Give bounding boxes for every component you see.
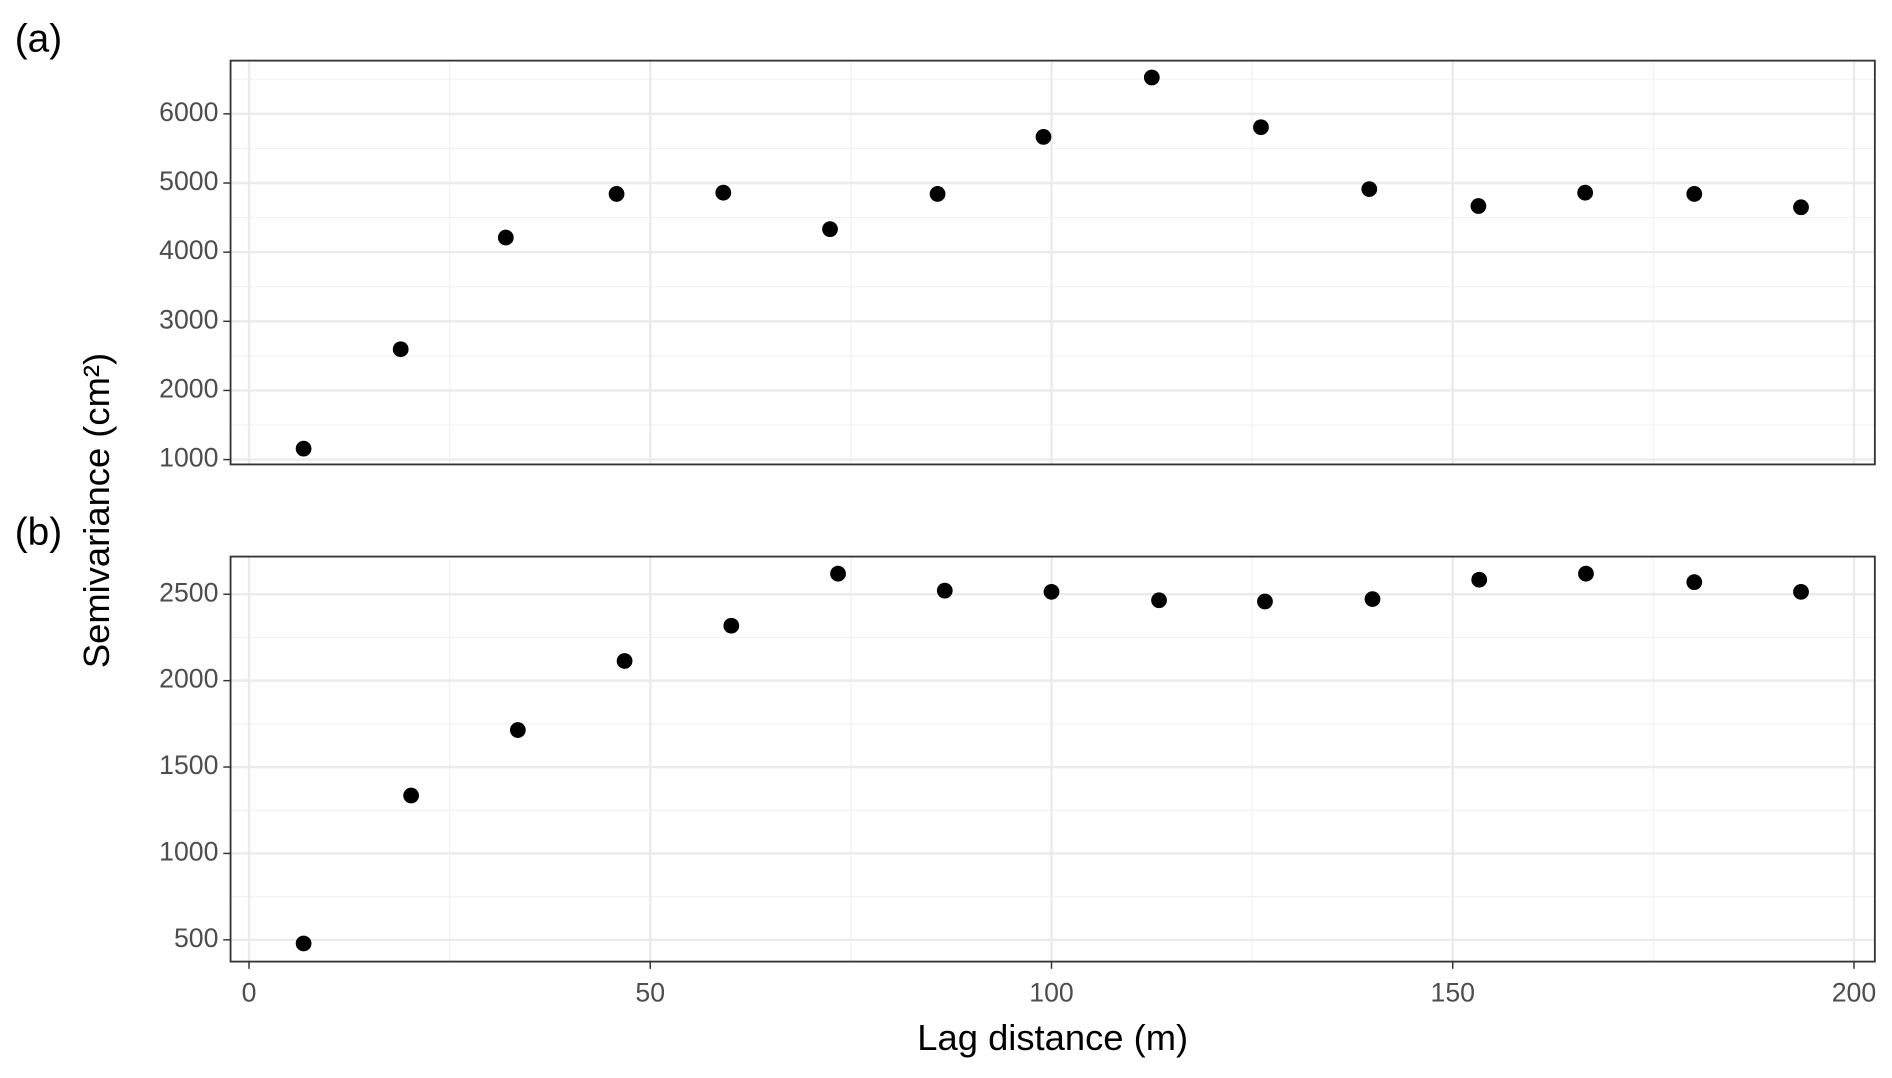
y-tick-label: 2000 [159,373,218,403]
y-tick-label: 6000 [159,97,218,127]
point [608,186,625,202]
point [929,186,946,202]
x-tick-label: 50 [635,977,665,1007]
point [1151,592,1167,609]
point [616,653,633,669]
plot-border [229,59,1876,466]
y-tick-label: 3000 [159,304,218,334]
y-tick-label: 2500 [159,577,218,607]
x-tick-label: 150 [1431,977,1475,1007]
panel-label: (b) [15,511,62,554]
point [1471,571,1488,588]
point [295,935,312,952]
point [1257,593,1273,610]
point [392,341,409,358]
y-axis-label: Semivariance (cm²) [76,353,117,668]
x-tick-label: 0 [242,977,257,1007]
y-tick-label: 1000 [159,443,218,473]
point [723,617,740,634]
point [830,565,846,582]
y-tick-label: 500 [174,923,218,953]
panel-label: (a) [15,17,62,60]
point [1143,69,1160,86]
y-tick-label: 2000 [159,664,218,694]
x-tick-label: 100 [1029,977,1073,1007]
point [1253,119,1269,136]
point [403,787,420,804]
y-tick-label: 1000 [159,836,218,866]
y-tick-label: 4000 [159,235,218,265]
point [1035,129,1052,145]
point [1361,181,1378,197]
point [1686,574,1703,591]
y-tick-label: 5000 [159,166,218,196]
point [715,184,732,201]
point [936,582,953,599]
y-tick-label: 1500 [159,750,218,780]
point [509,722,526,738]
point [1577,184,1594,201]
point [1578,565,1594,582]
point [1686,186,1703,202]
point [1793,199,1809,216]
point [1364,591,1381,607]
point [822,221,838,238]
point [1470,198,1487,214]
point [295,440,312,457]
x-axis-label: Lag distance (m) [917,1017,1188,1058]
point [497,229,514,246]
point [1043,583,1060,600]
point [1793,583,1809,600]
plot-border [229,555,1876,963]
x-tick-label: 200 [1832,977,1876,1007]
